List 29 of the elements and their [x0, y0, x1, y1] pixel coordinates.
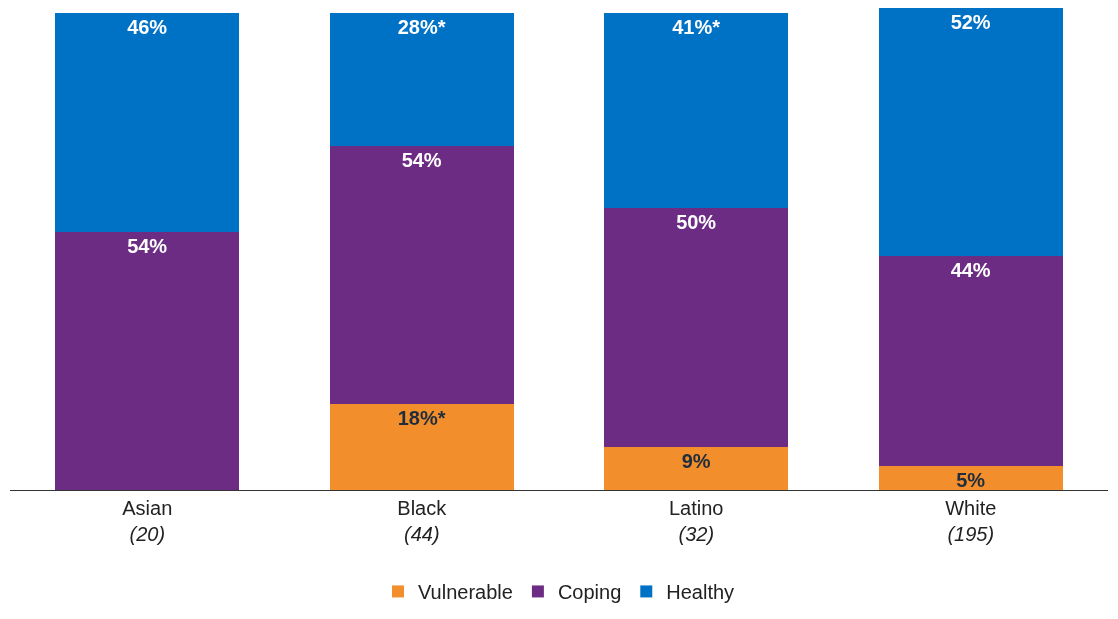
data-label: 54%	[127, 235, 168, 258]
bar	[604, 12, 789, 209]
data-label: 5%	[956, 469, 986, 492]
x-tick-label: Latino (32)	[669, 497, 724, 545]
bar	[329, 404, 514, 490]
data-label: 52%	[950, 11, 991, 33]
data-label: 9%	[681, 450, 711, 473]
bar	[604, 208, 789, 448]
legend-label: Coping	[557, 581, 622, 604]
data-label: 28%*	[397, 15, 446, 38]
bar	[55, 232, 240, 490]
data-label: 41%*	[672, 15, 721, 38]
legend-label: Healthy	[666, 581, 735, 604]
bar	[329, 146, 514, 405]
data-label: 18%*	[397, 407, 446, 430]
bar	[604, 447, 789, 490]
bar	[55, 12, 240, 233]
bar	[329, 12, 514, 147]
bar	[878, 8, 1063, 257]
x-tick-label: Asian (20)	[122, 497, 173, 545]
data-label: 54%	[401, 149, 442, 172]
bar	[878, 466, 1063, 490]
data-label: 46%	[127, 15, 168, 38]
data-label: 44%	[950, 259, 991, 282]
data-label: 50%	[676, 211, 717, 234]
x-tick-label: Black (44)	[397, 497, 448, 545]
x-tick-label: White (195)	[945, 497, 997, 545]
legend-label: Vulnerable	[418, 581, 513, 604]
bar	[878, 256, 1063, 467]
